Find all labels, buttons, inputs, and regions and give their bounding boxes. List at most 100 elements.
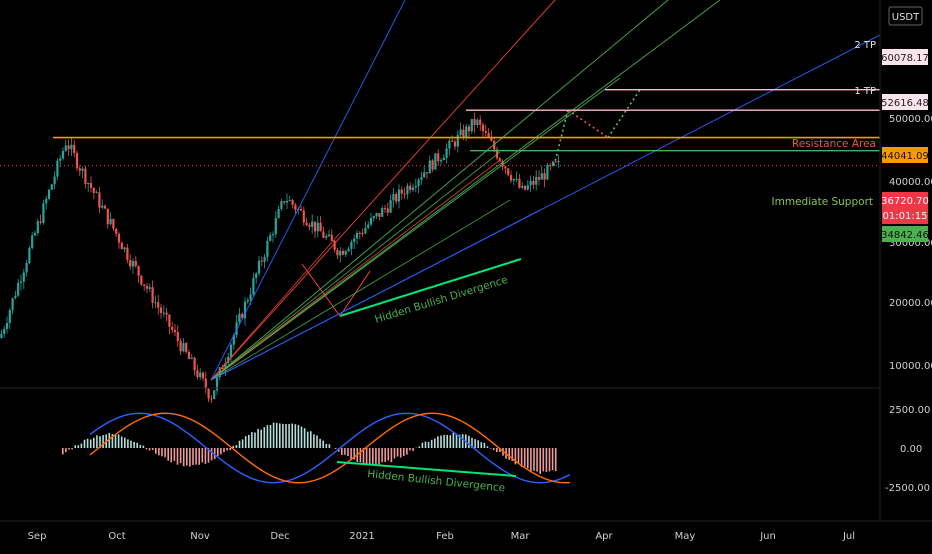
macd-histogram-bar [288,424,290,448]
macd-histogram-bar [412,448,414,451]
candle-body [423,172,425,177]
candle-body [306,223,308,226]
candle-body [51,184,53,190]
macd-histogram-bar [285,424,287,448]
candle-body [350,242,352,249]
x-tick-label: Jul [842,531,855,542]
macd-histogram-bar [158,448,160,455]
candle-body [132,261,134,267]
candle-body [6,323,8,329]
macd-histogram-bar [65,448,67,452]
macd-histogram-bar [177,448,179,465]
macd-histogram-bar [81,444,83,448]
macd-histogram-bar [388,448,390,461]
candle-body [199,373,201,378]
macd-histogram-bar [167,448,169,461]
macd-histogram-bar [533,448,535,471]
macd-histogram-bar [453,433,455,448]
candle-body [348,249,350,251]
candle-body [409,186,411,190]
candle-body [412,187,414,190]
macd-histogram-bar [487,446,489,448]
macd-histogram-bar [245,436,247,448]
macd-histogram-bar [140,445,142,448]
macd-histogram-bar [143,446,145,448]
x-tick-label: Dec [270,531,289,542]
candle-body [356,233,358,239]
candle-body [56,161,58,177]
macd-y-tick-label: -2500.00 [885,483,930,494]
candle-body [149,287,151,289]
macd-histogram-bar [149,448,151,450]
candle-body [118,234,120,243]
macd-histogram-bar [521,448,523,467]
candle-body [191,358,193,359]
candle-body [390,200,392,212]
candle-body [373,216,375,218]
candle-body [331,235,333,241]
candle-body [115,229,117,234]
macd-histogram-bar [360,448,362,462]
candle-body [339,251,341,255]
y-tick-label: 50000.00 [889,114,932,125]
macd-histogram-bar [239,441,241,448]
candle-body [322,231,324,237]
candle-body [342,251,344,255]
macd-histogram-bar [350,448,352,459]
candle-body [34,233,36,235]
candle-body [317,223,319,232]
candle-body [448,141,450,149]
candle-body [376,213,378,216]
candle-body [266,241,268,257]
candle-body [129,260,131,267]
macd-histogram-bar [397,448,399,457]
macd-histogram-bar [372,448,374,465]
candle-body [336,250,338,255]
y-tick-label: 20000.00 [889,298,932,309]
macd-histogram-bar [403,448,405,456]
macd-histogram-bar [189,448,191,467]
candle-body [182,343,184,351]
macd-histogram-bar [536,448,538,472]
macd-histogram-bar [391,448,393,462]
currency-badge[interactable]: USDT [892,12,920,23]
macd-histogram-bar [90,439,92,448]
candle-body [303,210,305,222]
x-tick-label: May [675,531,696,542]
macd-histogram-bar [127,439,129,448]
candle-body [70,145,72,149]
macd-histogram-bar [434,439,436,448]
candle-body [180,341,182,351]
candle-body [157,302,159,307]
macd-histogram-bar [146,448,148,449]
macd-histogram-bar [456,434,458,448]
candle-body [432,160,434,169]
macd-histogram-bar [217,448,219,456]
candle-body [286,201,288,203]
candle-body [541,173,543,179]
candle-body [558,161,560,162]
candle-body [40,222,42,223]
macd-histogram-bar [279,423,281,448]
macd-histogram-bar [462,434,464,448]
candle-body [269,235,271,241]
macd-histogram-bar [493,448,495,450]
candle-body [446,148,448,157]
candle-body [398,190,400,202]
macd-histogram-bar [304,428,306,448]
macd-histogram-bar [226,448,228,450]
candle-body [535,177,537,185]
candle-body [37,222,39,233]
macd-histogram-bar [74,445,76,448]
macd-histogram-bar [270,425,272,448]
macd-histogram-bar [301,427,303,448]
support-price: 34842.46 [881,230,929,241]
macd-histogram-bar [71,448,73,449]
candle-body [544,173,546,179]
candle-body [395,194,397,201]
macd-histogram-bar [205,448,207,464]
candle-body [364,228,366,234]
candle-body [353,239,355,242]
